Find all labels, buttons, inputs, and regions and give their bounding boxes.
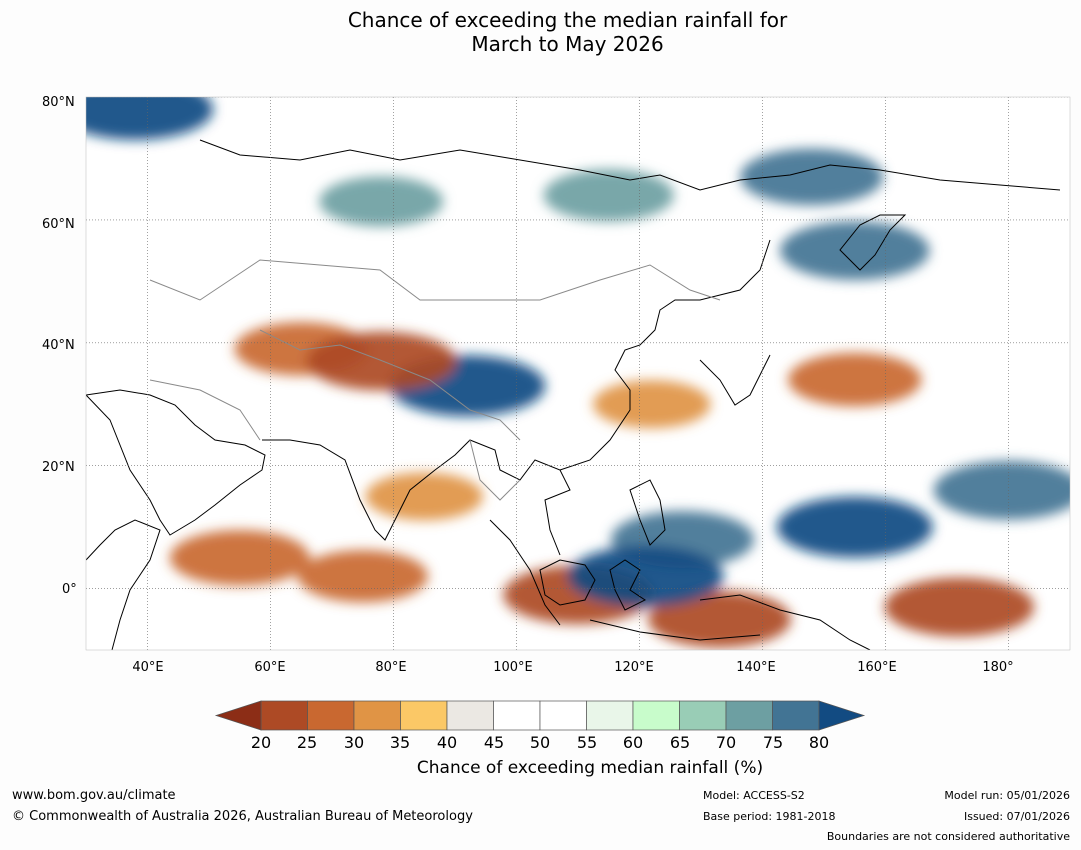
colorbar-segment (400, 700, 448, 731)
title-line-1: Chance of exceeding the median rainfall … (347, 8, 788, 32)
base-period: Base period: 1981-2018 (703, 810, 836, 823)
lon-label-60e: 60°E (254, 660, 286, 675)
colorbar-tick: 35 (389, 733, 411, 752)
country-borders (149, 259, 721, 501)
model-run-date: Model run: 05/01/2026 (944, 789, 1070, 802)
graticule (86, 97, 1070, 650)
website-link[interactable]: www.bom.gov.au/climate (12, 788, 176, 803)
lon-label-80e: 80°E (375, 660, 407, 675)
anomaly-region-sulawesi-wet (567, 545, 724, 607)
lat-label-20n: 20°N (42, 460, 75, 475)
colorbar-tick: 75 (762, 733, 784, 752)
lon-label-100e: 100°E (493, 660, 533, 675)
anomaly-region-east-china-dry (593, 380, 711, 429)
anomaly-region-indian-ocean-dry (297, 550, 428, 603)
lon-label-40e: 40°E (132, 660, 164, 675)
colorbar-tick: 55 (576, 733, 598, 752)
anomaly-region-bay-of-bengal-dry (365, 472, 484, 521)
lat-label-40n: 40°N (42, 338, 75, 353)
lat-label-60n: 60°N (42, 217, 75, 232)
lat-label-equator: 0° (62, 582, 77, 597)
colorbar (214, 700, 866, 731)
colorbar-tick: 70 (715, 733, 737, 752)
colorbar-tick: 20 (250, 733, 272, 752)
colorbar-tick: 65 (669, 733, 691, 752)
colorbar-tick: 25 (296, 733, 318, 752)
colorbar-segment (446, 700, 494, 731)
colorbar-tick: 40 (436, 733, 458, 752)
anomaly-region-arctic-northwest (86, 97, 214, 140)
title-line-2: March to May 2026 (471, 32, 664, 56)
model-name: Model: ACCESS-S2 (703, 789, 805, 802)
colorbar-low-extension (214, 700, 262, 731)
colorbar-segment (725, 700, 773, 731)
anomaly-region-central-siberia (543, 169, 674, 222)
lon-label-140e: 140°E (736, 660, 776, 675)
lat-label-80n: 80°N (42, 95, 75, 110)
coastlines (86, 139, 1061, 650)
colorbar-segment (260, 700, 308, 731)
anomaly-region-equatorial-pacific-dry (884, 577, 1035, 637)
issued-date: Issued: 07/01/2026 (963, 810, 1070, 823)
anomaly-region-banda-dry (647, 590, 792, 648)
colorbar-label: Chance of exceeding median rainfall (%) (416, 758, 764, 778)
colorbar-tick: 50 (529, 733, 551, 752)
anomaly-region-western-pacific-wet (776, 496, 933, 558)
map-field (86, 97, 1070, 650)
colorbar-segment (539, 700, 587, 731)
colorbar-high-extension (818, 700, 866, 731)
colorbar-tick: 30 (343, 733, 365, 752)
colorbar-tick: 60 (622, 733, 644, 752)
copyright-text: © Commonwealth of Australia 2026, Austra… (12, 809, 473, 824)
lon-label-120e: 120°E (614, 660, 654, 675)
colorbar-segment (632, 700, 680, 731)
colorbar-segment (307, 700, 355, 731)
anomaly-region-karakoram-dry (306, 331, 457, 391)
colorbar-segment (679, 700, 727, 731)
colorbar-tick: 80 (808, 733, 830, 752)
anomaly-region-somali-dry (169, 530, 310, 586)
colorbar-tick: 45 (483, 733, 505, 752)
lon-label-160e: 160°E (857, 660, 897, 675)
map-frame (85, 96, 1071, 651)
colorbar-segment (586, 700, 634, 731)
anomaly-region-pacific-wet-east (933, 460, 1070, 520)
anomaly-region-east-siberia (740, 148, 884, 206)
anomaly-region-north-pacific-dry (787, 352, 922, 407)
boundaries-disclaimer: Boundaries are not considered authoritat… (826, 830, 1070, 843)
lon-label-180: 180° (982, 660, 1014, 675)
anomaly-region-west-siberia (319, 176, 444, 227)
colorbar-segment (772, 700, 820, 731)
map-title: Chance of exceeding the median rainfall … (0, 8, 1081, 56)
colorbar-segment (353, 700, 401, 731)
colorbar-segment (493, 700, 541, 731)
anomaly-region-sea-of-okhotsk (779, 221, 930, 281)
